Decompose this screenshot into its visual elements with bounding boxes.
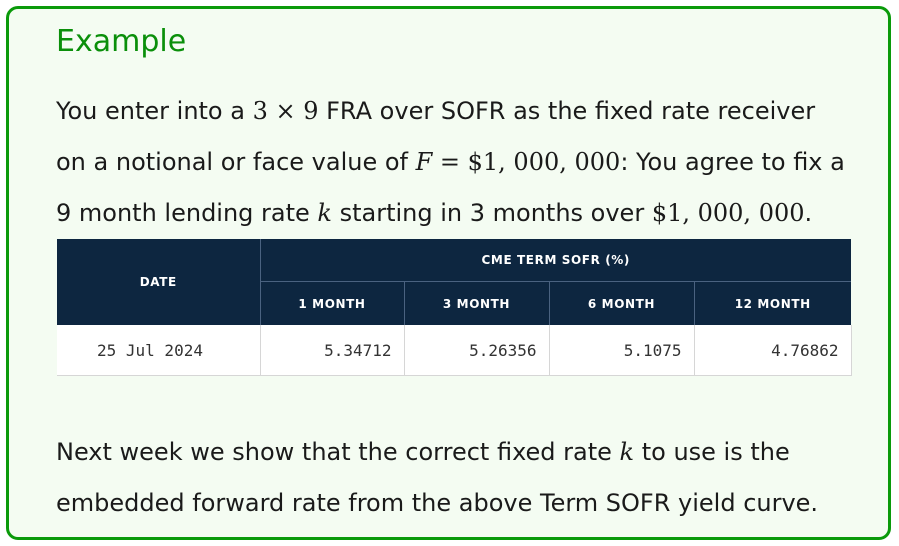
intro-line-3: 9 month lending rate k starting in 3 mon… [56, 188, 845, 239]
intro-text: 9 month lending rate [56, 199, 318, 227]
rate-12m: 4.76862 [694, 325, 852, 376]
tenor-header-12m: 12 MONTH [694, 281, 852, 325]
row-date: 25 Jul 2024 [57, 325, 261, 376]
intro-text: starting in 3 months over [331, 199, 652, 227]
outro-text: to use is the [634, 438, 790, 466]
date-column-header: DATE [57, 239, 261, 325]
outro-paragraph: Next week we show that the correct fixed… [56, 427, 818, 529]
fra-tenor-math: 3 × 9 [252, 97, 319, 125]
notional-value-math: = $1, 000, 000 [432, 148, 621, 176]
notional-amount-math: $1, 000, 000 [651, 199, 805, 227]
tenor-header-3m: 3 MONTH [404, 281, 550, 325]
example-title: Example [56, 24, 187, 59]
tenor-header-6m: 6 MONTH [549, 281, 695, 325]
intro-text: . [804, 199, 813, 227]
sofr-group-header: CME TERM SOFR (%) [260, 239, 852, 282]
intro-text: You enter into a [56, 97, 253, 125]
rate-1m: 5.34712 [260, 325, 405, 376]
table-row: 25 Jul 2024 5.34712 5.26356 5.1075 4.768… [57, 325, 852, 376]
term-sofr-table: DATE CME TERM SOFR (%) 1 MONTH 3 MONTH 6… [57, 239, 852, 376]
rate-variable: k [619, 438, 635, 466]
rate-6m: 5.1075 [549, 325, 695, 376]
intro-text: FRA over SOFR as the fixed rate receiver [318, 97, 816, 125]
intro-line-2: on a notional or face value of F = $1, 0… [56, 137, 845, 188]
rate-3m: 5.26356 [404, 325, 550, 376]
intro-paragraph: You enter into a 3 × 9 FRA over SOFR as … [56, 86, 845, 239]
outro-line-2: embedded forward rate from the above Ter… [56, 489, 819, 517]
notional-variable: F [415, 148, 433, 176]
tenor-header-1m: 1 MONTH [260, 281, 405, 325]
outro-text: Next week we show that the correct fixed… [56, 438, 620, 466]
rate-variable: k [317, 199, 332, 227]
intro-text: : You agree to fix a [620, 148, 845, 176]
example-box: Example You enter into a 3 × 9 FRA over … [6, 6, 891, 540]
outro-line-1: Next week we show that the correct fixed… [56, 427, 818, 478]
intro-text: on a notional or face value of [56, 148, 416, 176]
intro-line-1: You enter into a 3 × 9 FRA over SOFR as … [56, 86, 845, 137]
